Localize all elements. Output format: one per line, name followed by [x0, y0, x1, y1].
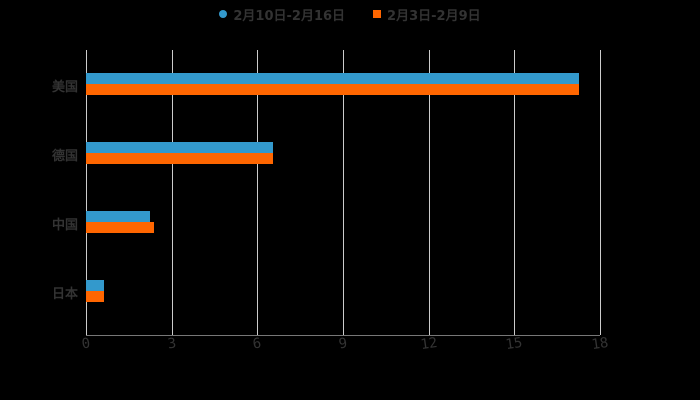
x-tick-label: 0: [80, 335, 92, 353]
x-tick-label: 12: [419, 334, 439, 354]
bar[interactable]: [86, 222, 155, 233]
gridline: [343, 50, 344, 335]
gridline: [514, 50, 516, 335]
gridline: [600, 50, 601, 335]
legend-label: 2月3日-2月9日: [387, 8, 481, 24]
gridline: [428, 50, 430, 335]
y-category-label: 中国: [51, 218, 78, 233]
bar[interactable]: [86, 142, 274, 153]
y-category-label: 美国: [51, 80, 78, 95]
gridline: [86, 50, 87, 335]
plot-area: [86, 50, 601, 335]
legend-label: 2月10日-2月16日: [233, 8, 346, 24]
x-tick-label: 3: [166, 335, 177, 353]
bar[interactable]: [86, 153, 274, 164]
x-tick-label: 15: [504, 334, 524, 354]
y-category-label: 日本: [51, 287, 78, 302]
bar[interactable]: [86, 280, 104, 291]
legend-item-series-2[interactable]: 2月3日-2月9日: [373, 5, 481, 24]
legend-item-series-1[interactable]: 2月10日-2月16日: [219, 5, 345, 24]
legend-marker-circle-icon: [219, 10, 228, 18]
y-category-label: 德国: [51, 149, 78, 164]
bar[interactable]: [86, 73, 579, 84]
x-axis-line: [86, 335, 600, 336]
bar[interactable]: [86, 291, 104, 302]
bar[interactable]: [86, 84, 579, 95]
gridline: [171, 50, 173, 335]
bar[interactable]: [86, 211, 151, 222]
legend-marker-square-icon: [373, 10, 382, 18]
x-tick-label: 6: [252, 335, 263, 353]
gridline: [257, 50, 259, 335]
x-tick-label: 9: [337, 335, 349, 353]
x-tick-label: 18: [590, 334, 610, 354]
chart-legend: 2月10日-2月16日 2月3日-2月9日: [0, 4, 700, 24]
